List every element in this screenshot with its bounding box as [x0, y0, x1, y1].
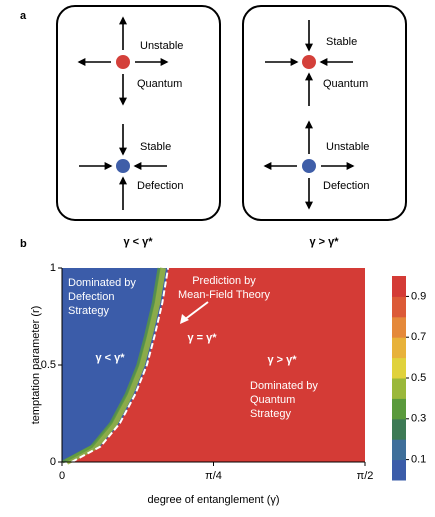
transition-band — [65, 267, 167, 465]
colorbar-tick-label: 0.7 — [411, 331, 426, 343]
colorbar-segment — [392, 459, 406, 481]
y-tick-label: 0 — [50, 456, 56, 468]
annotation: γ = γ* — [187, 332, 217, 344]
annotation: Dominated by — [250, 380, 318, 392]
colorbar-segment — [392, 439, 406, 461]
node — [302, 159, 316, 173]
node-label: Defection — [323, 180, 369, 192]
node-label: Defection — [137, 180, 183, 192]
panel-label: b — [20, 238, 27, 250]
node — [302, 55, 316, 69]
y-tick-label: 1 — [50, 262, 56, 274]
annotation: Strategy — [250, 408, 291, 420]
node-state: Unstable — [326, 141, 369, 153]
colorbar-tick-label: 0.9 — [411, 290, 426, 302]
node-label: Quantum — [323, 78, 368, 90]
caption: γ > γ* — [309, 236, 339, 248]
x-axis-label: degree of entanglement (γ) — [147, 494, 279, 506]
pointer-head — [180, 314, 189, 324]
colorbar-tick-label: 0.5 — [411, 372, 426, 384]
x-tick-label: π/4 — [205, 470, 222, 482]
colorbar-segment — [392, 296, 406, 318]
colorbar-segment — [392, 276, 406, 297]
panel-label: a — [20, 10, 27, 22]
x-tick-label: π/2 — [357, 470, 374, 482]
y-axis-label: temptation parameter (r) — [30, 306, 42, 425]
annotation: γ < γ* — [95, 352, 125, 364]
box — [56, 5, 221, 221]
colorbar-tick-label: 0.3 — [411, 413, 426, 425]
annotation: Prediction by — [192, 275, 256, 287]
node — [116, 159, 130, 173]
annotation: Mean-Field Theory — [178, 289, 271, 301]
node-state: Stable — [140, 141, 171, 153]
colorbar-segment — [392, 398, 406, 420]
colorbar-segment — [392, 418, 406, 440]
node-state: Stable — [326, 36, 357, 48]
colorbar-segment — [392, 378, 406, 399]
annotation: Strategy — [68, 305, 109, 317]
transition-band — [61, 267, 161, 464]
annotation: Defection — [68, 291, 114, 303]
box — [242, 5, 407, 221]
node — [116, 55, 130, 69]
annotation: Dominated by — [68, 277, 136, 289]
colorbar-segment — [392, 316, 406, 338]
caption: γ < γ* — [123, 236, 153, 248]
annotation: γ > γ* — [267, 354, 297, 366]
pointer — [183, 301, 209, 321]
colorbar-segment — [392, 357, 406, 379]
y-tick-label: 0.5 — [41, 359, 56, 371]
node-label: Quantum — [137, 78, 182, 90]
colorbar-segment — [392, 337, 406, 359]
x-tick-label: 0 — [59, 470, 65, 482]
node-state: Unstable — [140, 40, 183, 52]
annotation: Quantum — [250, 394, 295, 406]
mean-field-curve — [71, 267, 170, 463]
colorbar-tick-label: 0.1 — [411, 454, 426, 466]
high-region — [71, 268, 365, 462]
